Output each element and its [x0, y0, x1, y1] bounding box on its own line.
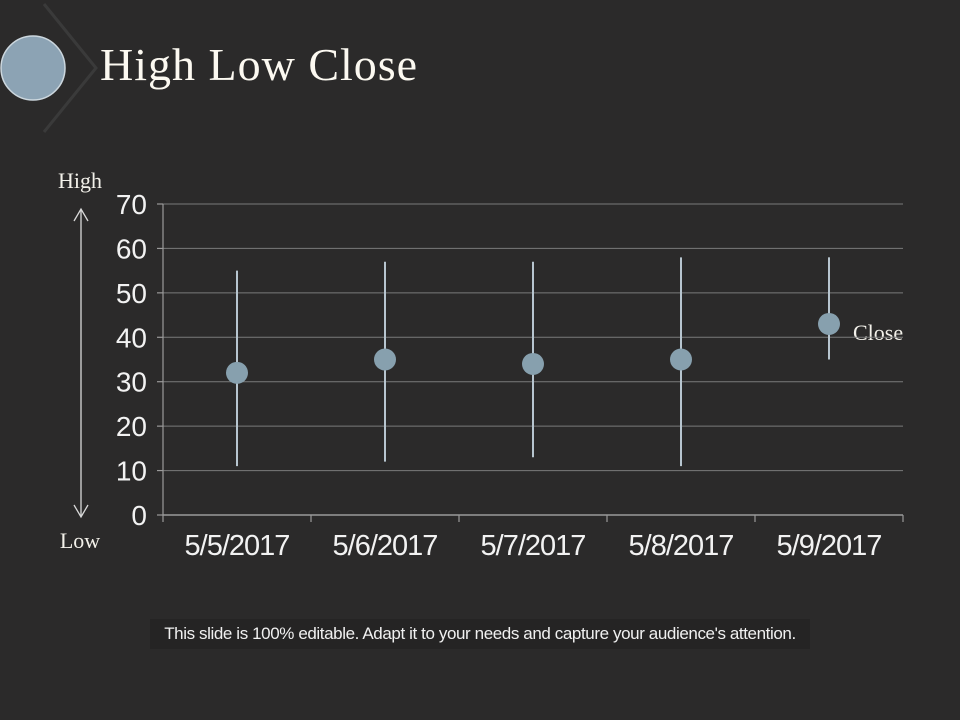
y-tick-label: 30: [116, 367, 147, 398]
close-marker: [374, 348, 396, 371]
title-decoration: [0, 3, 98, 133]
x-tick-label: 5/9/2017: [777, 530, 882, 562]
close-marker: [226, 361, 248, 384]
footer-note: This slide is 100% editable. Adapt it to…: [150, 619, 810, 649]
close-series-label: Close: [853, 320, 904, 345]
chevron-icon: [42, 3, 98, 133]
y-tick-label: 20: [116, 411, 147, 442]
high-low-arrow: [73, 207, 89, 519]
x-tick-label: 5/5/2017: [185, 530, 290, 562]
slide-title: High Low Close: [100, 39, 419, 90]
y-tick-label: 40: [116, 322, 147, 353]
close-marker: [818, 312, 840, 335]
y-tick-label: 50: [116, 278, 147, 309]
x-tick-label: 5/8/2017: [629, 530, 734, 562]
low-annotation-label: Low: [59, 528, 101, 553]
high-annotation-label: High: [58, 168, 102, 193]
y-tick-label: 10: [116, 456, 147, 487]
arrow-head-up-icon: [73, 207, 89, 222]
arrow-head-down-icon: [73, 504, 89, 519]
x-tick-label: 5/7/2017: [481, 530, 586, 562]
footer: This slide is 100% editable. Adapt it to…: [0, 619, 960, 649]
high-low-close-chart: 0 10 20 30 40 50 60 70 5/5/2017 5/6/2017 5/7/2017 5…: [116, 189, 904, 562]
y-tick-label: 70: [116, 189, 147, 220]
x-tick-label: 5/6/2017: [333, 530, 438, 562]
close-marker: [670, 348, 692, 371]
close-marker: [522, 352, 544, 375]
circle-decoration: [0, 35, 66, 101]
y-tick-label: 0: [131, 500, 147, 531]
y-tick-label: 60: [116, 233, 147, 264]
